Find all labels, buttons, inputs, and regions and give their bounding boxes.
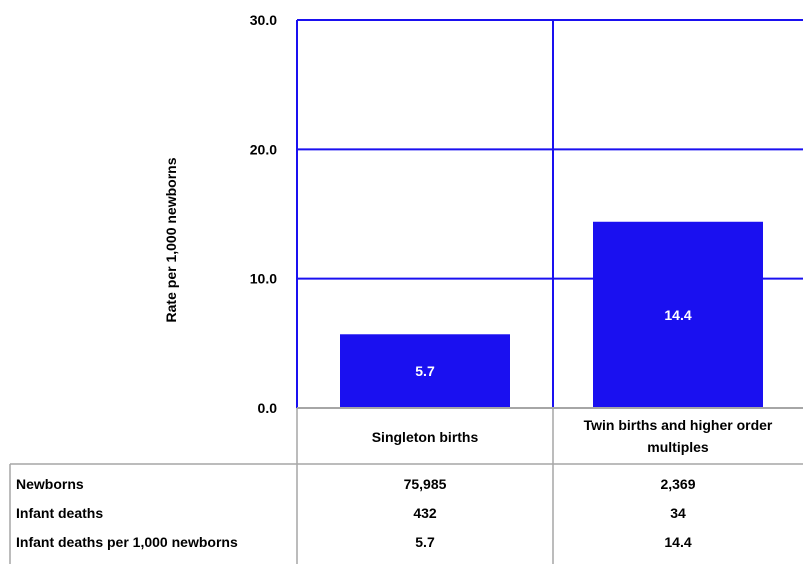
table-row-header: Newborns (16, 476, 84, 492)
bars: 5.7 14.4 (340, 221, 763, 408)
category-label: Singleton births (372, 429, 479, 445)
y-tick-label: 30.0 (250, 12, 277, 28)
y-tick-label: 0.0 (258, 400, 278, 416)
table-cell: 432 (413, 505, 437, 521)
category-labels: Singleton births Twin births and higher o… (372, 417, 773, 455)
category-label: multiples (647, 439, 709, 455)
data-table: Newborns 75,985 2,369 Infant deaths 432 34 Inf… (16, 476, 696, 550)
y-tick-labels: 0.0 10.0 20.0 30.0 (250, 12, 277, 416)
y-axis-label: Rate per 1,000 newborns (163, 157, 179, 322)
table-cell: 34 (670, 505, 686, 521)
bar (340, 334, 510, 408)
bar-value-label: 5.7 (415, 363, 435, 379)
table-row-header: Infant deaths (16, 505, 103, 521)
axes (9, 407, 803, 564)
bar (593, 221, 763, 408)
y-tick-label: 10.0 (250, 271, 277, 287)
table-cell: 5.7 (415, 534, 435, 550)
table-row-header: Infant deaths per 1,000 newborns (16, 534, 238, 550)
table-cell: 75,985 (404, 476, 447, 492)
y-tick-label: 20.0 (250, 141, 277, 157)
table-cell: 2,369 (660, 476, 695, 492)
category-label: Twin births and higher order (584, 417, 773, 433)
bar-value-label: 14.4 (664, 307, 691, 323)
table-cell: 14.4 (664, 534, 691, 550)
